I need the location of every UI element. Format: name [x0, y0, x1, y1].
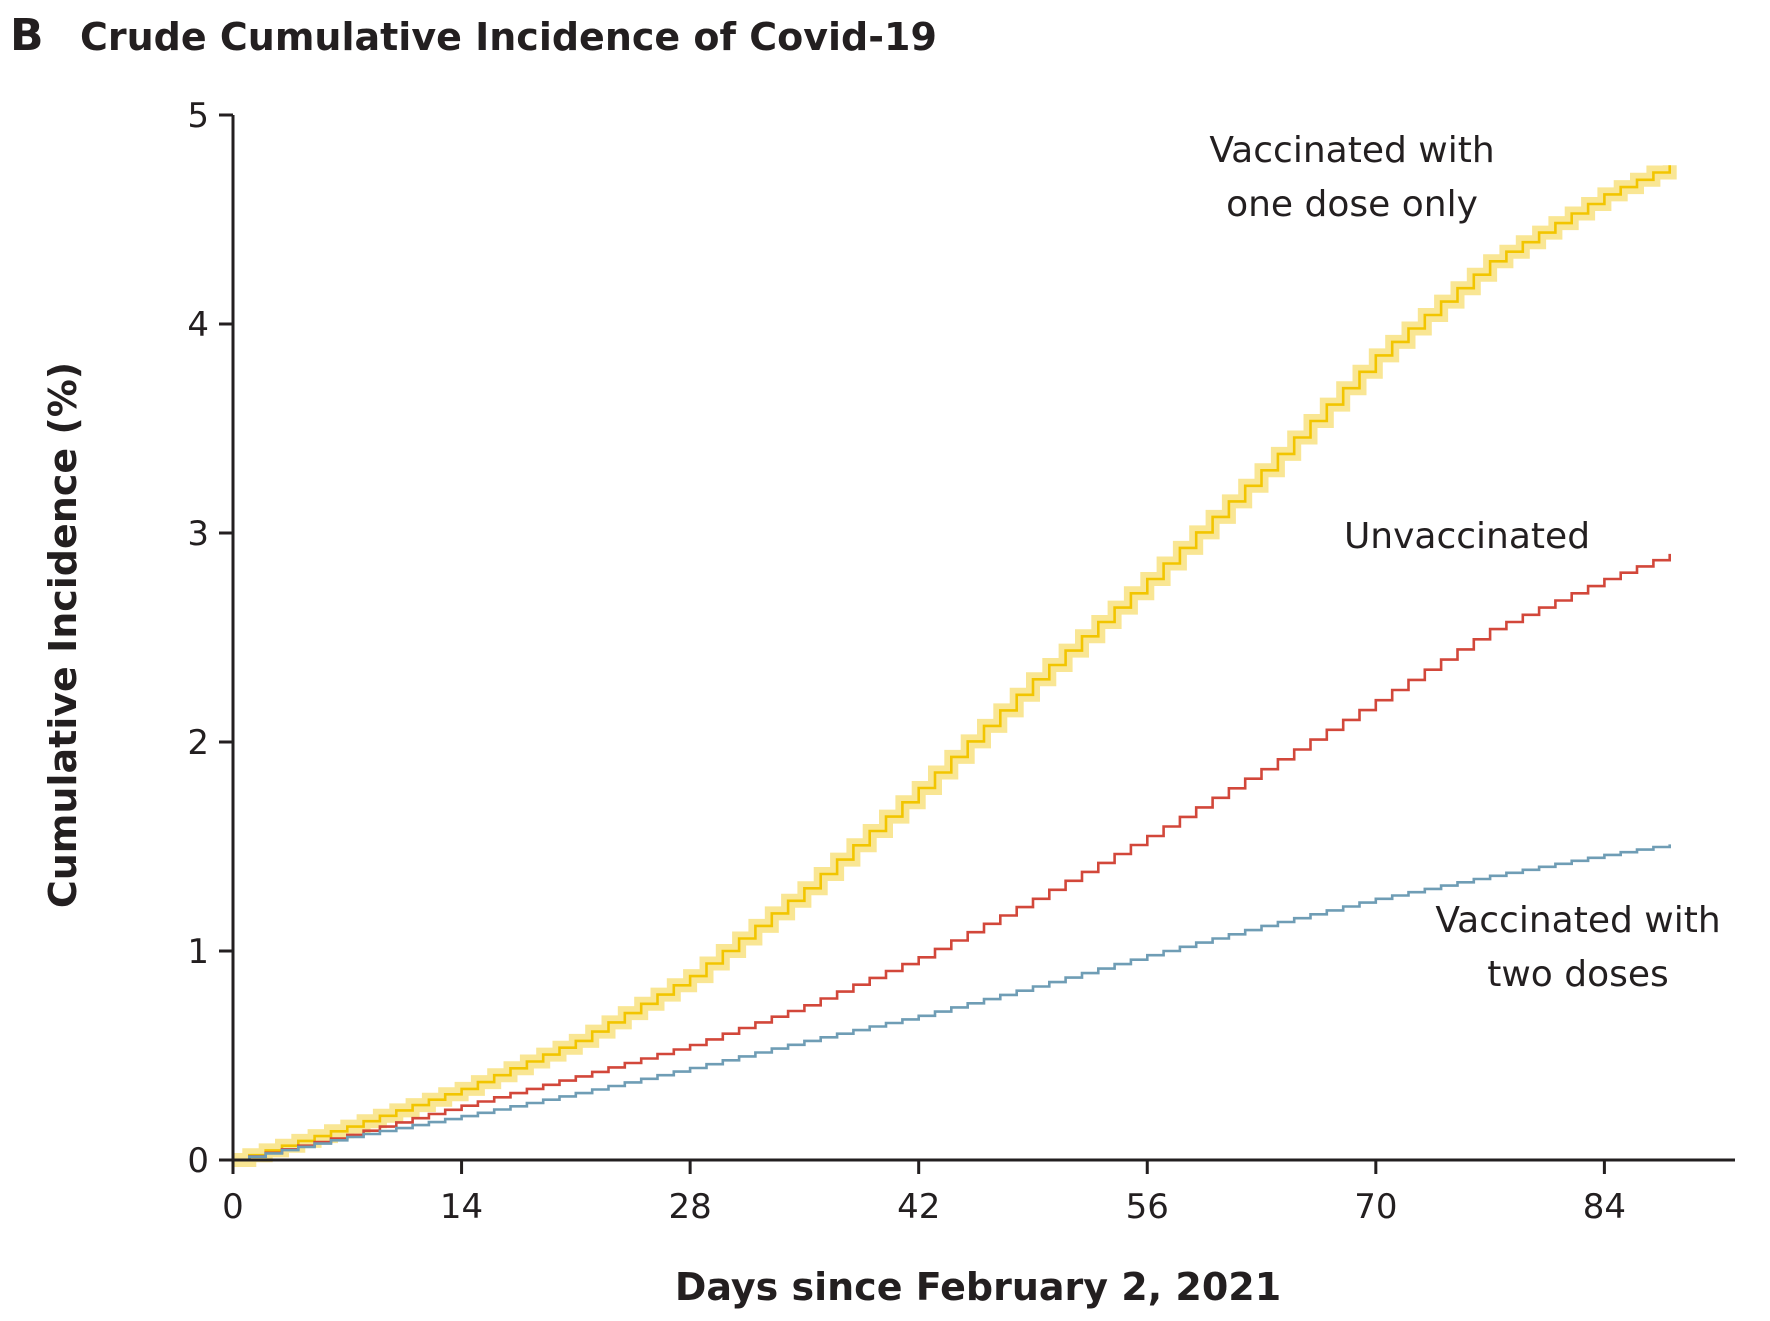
y-tick-label: 4 [187, 305, 209, 345]
x-tick-label: 28 [668, 1187, 711, 1227]
chart-title: Crude Cumulative Incidence of Covid-19 [80, 15, 937, 59]
y-tick-label: 2 [187, 723, 209, 763]
y-tick-label: 0 [187, 1141, 209, 1181]
y-tick-label: 1 [187, 932, 209, 972]
series-label-2: Vaccinated with [1435, 900, 1720, 941]
x-tick-label: 42 [897, 1187, 940, 1227]
panel-letter: B [10, 10, 44, 61]
axes [231, 115, 1735, 1162]
x-tick-label: 14 [440, 1187, 483, 1227]
series-line-2 [233, 844, 1671, 1162]
series-label-1: Unvaccinated [1344, 516, 1590, 557]
y-axis-label: Cumulative Incidence (%) [41, 362, 85, 908]
x-axis-label: Days since February 2, 2021 [675, 1265, 1281, 1309]
y-tick-label: 5 [187, 96, 209, 136]
series-line-1 [233, 553, 1671, 1162]
y-tick-label: 3 [187, 514, 209, 554]
series-labels: Vaccinated with one dose only Unvaccinated… [1209, 130, 1720, 995]
series-label-0: one dose only [1226, 184, 1478, 225]
series-line-0 [233, 165, 1671, 1162]
series-label-2: two doses [1487, 954, 1669, 995]
x-tick-label: 84 [1583, 1187, 1626, 1227]
x-tick-label: 56 [1126, 1187, 1169, 1227]
x-tick-label: 70 [1354, 1187, 1397, 1227]
x-axis-ticks: 0 14 28 42 56 70 84 [222, 1160, 1626, 1227]
x-tick-label: 0 [222, 1187, 244, 1227]
series-lines [233, 165, 1671, 1162]
series-label-0: Vaccinated with [1209, 130, 1494, 171]
y-axis-ticks: 0 1 2 3 4 5 [187, 96, 233, 1181]
